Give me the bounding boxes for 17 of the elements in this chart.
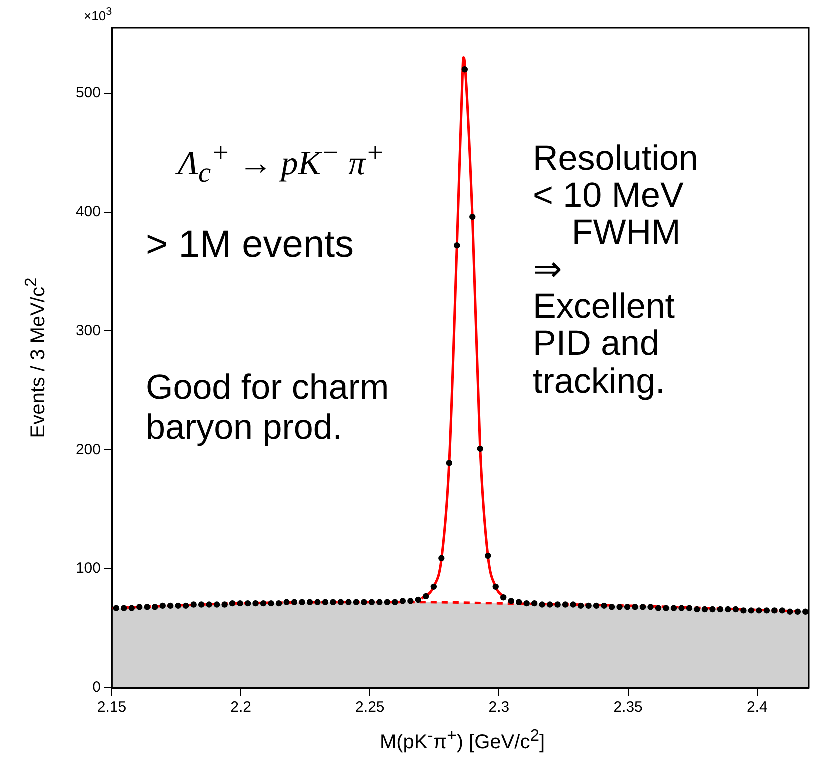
y-tick-label: 300 [76, 322, 101, 340]
y-tick-label: 400 [76, 203, 101, 220]
annotation: Resolution < 10 MeV FWHM ⇒ Excellent PID and tracking. [533, 139, 698, 401]
annotation: Good for charm baryon prod. [146, 368, 390, 448]
x-tick-label: 2.2 [230, 699, 252, 716]
x-tick-label: 2.15 [97, 699, 127, 716]
x-tick-label: 2.3 [488, 699, 510, 716]
y-tick-label: 100 [76, 560, 101, 578]
x-tick-label: 2.35 [614, 699, 643, 716]
x-tick-label: 2.4 [746, 699, 768, 716]
x-tick-label: 2.25 [356, 699, 385, 716]
y-tick-label: 200 [76, 441, 101, 458]
annotation: > 1M events [146, 224, 354, 268]
text: ×10$^{3}$ [84, 6, 112, 24]
y-tick-label: 500 [76, 84, 101, 102]
x-axis-title: M(pK$^{-}$π$^{+}$) [GeV/c$^{2}$] [378, 726, 546, 755]
y-tick-label: 0 [92, 679, 101, 696]
